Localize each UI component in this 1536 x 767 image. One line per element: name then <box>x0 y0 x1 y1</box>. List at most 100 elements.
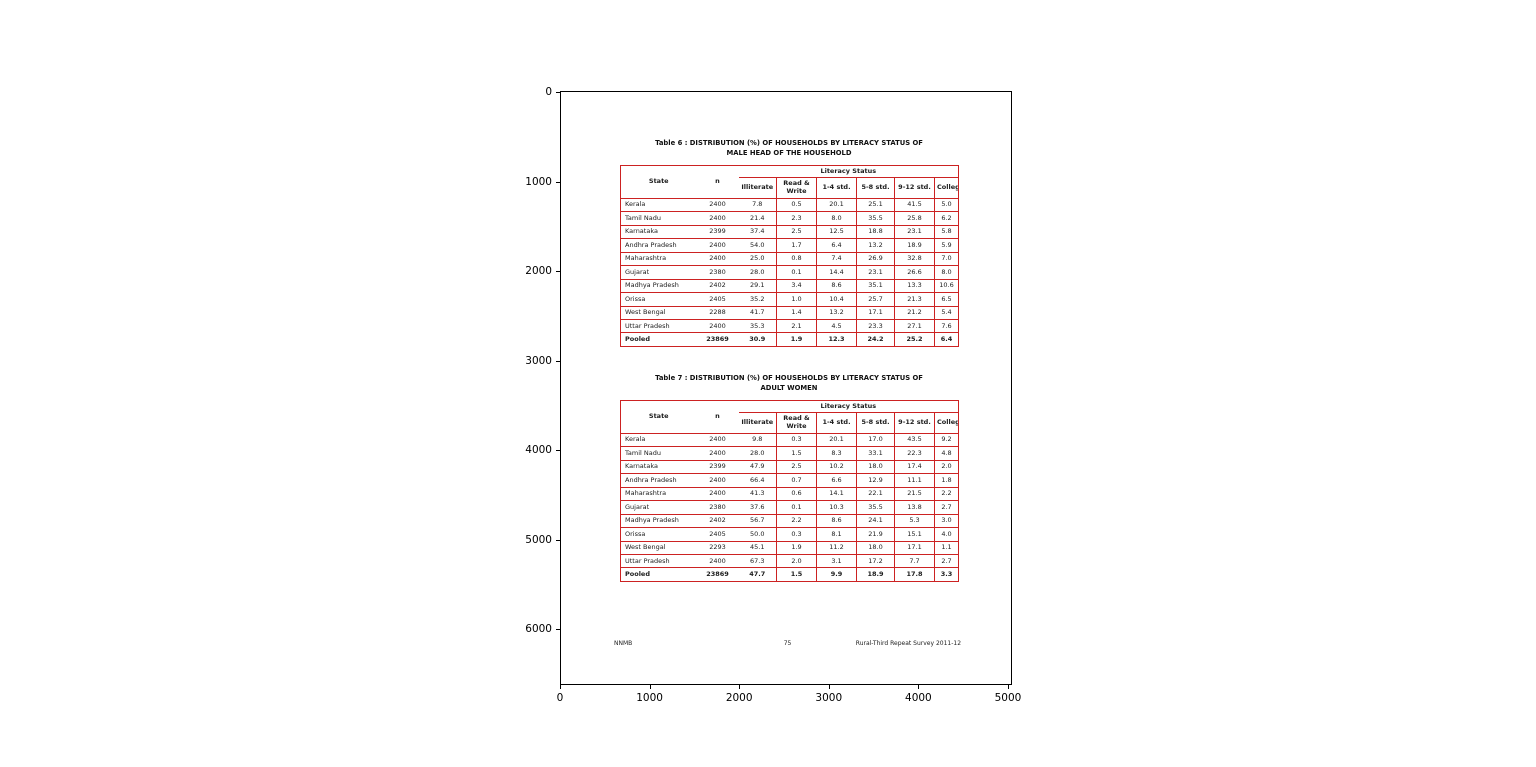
value-cell: 14.4 <box>816 265 857 280</box>
value-cell: 25.7 <box>856 292 895 307</box>
state-cell: Orissa <box>620 527 697 542</box>
state-cell: Gujarat <box>620 500 697 515</box>
n-cell: 2400 <box>696 553 739 568</box>
n-cell: 2402 <box>696 513 739 528</box>
value-cell: 47.9 <box>738 459 777 474</box>
value-cell: 18.8 <box>856 224 895 239</box>
value-cell: 6.4 <box>816 238 857 253</box>
n-cell: 2400 <box>696 318 739 333</box>
value-cell: 67.3 <box>738 553 777 568</box>
value-cell: 2.1 <box>776 318 817 333</box>
table-row: West Bengal 2293 45.1 1.9 11.2 18.0 17.1 1.1 <box>620 540 959 555</box>
group-header-literacy-status: Literacy Status <box>738 165 959 178</box>
state-cell: Andhra Pradesh <box>620 473 697 488</box>
table6-block: Table 6 : DISTRIBUTION (%) OF HOUSEHOLDS… <box>620 138 960 347</box>
value-cell: 9.9 <box>816 567 857 582</box>
n-cell: 2400 <box>696 251 739 266</box>
value-cell: 21.3 <box>894 292 935 307</box>
value-cell: 26.6 <box>894 265 935 280</box>
value-cell: 8.6 <box>816 513 857 528</box>
state-cell: Kerala <box>620 432 697 447</box>
value-cell: 18.9 <box>894 238 935 253</box>
value-cell: 26.9 <box>856 251 895 266</box>
col-header-1-4-std-: 1-4 std. <box>816 177 857 199</box>
state-cell: Karnataka <box>620 224 697 239</box>
x-tick-mark <box>739 685 741 689</box>
y-tick-mark <box>556 181 560 183</box>
y-tick-mark <box>556 92 560 93</box>
value-cell: 8.6 <box>816 278 857 293</box>
value-cell: 1.9 <box>776 332 817 347</box>
y-tick-label: 4000 <box>525 444 552 456</box>
value-cell: 3.0 <box>933 513 959 528</box>
value-cell: 28.0 <box>738 446 777 461</box>
value-cell: 1.9 <box>776 540 817 555</box>
value-cell: 5.0 <box>933 197 959 212</box>
n-cell: 2400 <box>696 432 739 447</box>
col-header-9-12-std-: 9-12 std. <box>894 412 935 434</box>
value-cell: 35.5 <box>856 211 895 226</box>
col-header-n: n <box>715 412 720 421</box>
value-cell: 17.0 <box>856 432 895 447</box>
value-cell: 13.3 <box>894 278 935 293</box>
footer-survey-label: Rural-Third Repeat Survey 2011-12 <box>855 640 962 647</box>
n-cell: 2380 <box>696 500 739 515</box>
table6-literacy-male-head: State n Literacy Status Illiterate Read & Wr… <box>620 165 960 347</box>
value-cell: 13.2 <box>856 238 895 253</box>
value-cell: 2.2 <box>933 486 959 501</box>
col-header-state: State <box>648 412 669 421</box>
table-row: Pooled 23869 47.7 1.5 9.9 18.9 17.8 3.3 <box>620 567 959 582</box>
col-header-n: n <box>715 177 720 186</box>
value-cell: 23.1 <box>894 224 935 239</box>
value-cell: 30.9 <box>738 332 777 347</box>
y-tick-mark <box>556 271 560 272</box>
table-row: Orissa 2405 35.2 1.0 10.4 25.7 21.3 6.5 <box>620 292 959 307</box>
value-cell: 5.8 <box>933 224 959 239</box>
x-tick-mark <box>560 685 561 689</box>
x-tick-label: 1000 <box>636 692 663 704</box>
value-cell: 1.0 <box>776 292 817 307</box>
table7-title-line2: ADULT WOMEN <box>760 384 818 393</box>
table7-title-line1: Table 7 : DISTRIBUTION (%) OF HOUSEHOLDS… <box>655 374 923 382</box>
value-cell: 35.3 <box>738 318 777 333</box>
value-cell: 23.1 <box>856 265 895 280</box>
value-cell: 7.4 <box>816 251 857 266</box>
value-cell: 7.7 <box>894 553 935 568</box>
state-cell: Tamil Nadu <box>620 211 697 226</box>
value-cell: 9.2 <box>933 432 959 447</box>
value-cell: 13.2 <box>816 305 857 320</box>
value-cell: 43.5 <box>894 432 935 447</box>
value-cell: 23.3 <box>856 318 895 333</box>
value-cell: 41.3 <box>738 486 777 501</box>
value-cell: 0.7 <box>776 473 817 488</box>
y-tick-mark <box>556 629 560 630</box>
value-cell: 3.4 <box>776 278 817 293</box>
value-cell: 6.6 <box>816 473 857 488</box>
table7-literacy-adult-women: State n Literacy Status Illiterate Read & Wr… <box>620 400 960 582</box>
value-cell: 14.1 <box>816 486 857 501</box>
value-cell: 6.4 <box>933 332 959 347</box>
value-cell: 29.1 <box>738 278 777 293</box>
value-cell: 24.2 <box>856 332 895 347</box>
document-page: Table 6 : DISTRIBUTION (%) OF HOUSEHOLDS… <box>561 92 1011 684</box>
value-cell: 7.8 <box>738 197 777 212</box>
value-cell: 21.9 <box>856 527 895 542</box>
value-cell: 35.5 <box>856 500 895 515</box>
value-cell: 2.0 <box>776 553 817 568</box>
value-cell: 10.6 <box>933 278 959 293</box>
n-cell: 2400 <box>696 238 739 253</box>
table-row: Uttar Pradesh 2400 35.3 2.1 4.5 23.3 27.1 7.6 <box>620 318 959 333</box>
value-cell: 21.4 <box>738 211 777 226</box>
value-cell: 0.5 <box>776 197 817 212</box>
value-cell: 21.2 <box>894 305 935 320</box>
value-cell: 17.1 <box>894 540 935 555</box>
value-cell: 12.5 <box>816 224 857 239</box>
y-tick-label: 6000 <box>525 623 552 635</box>
col-header-illiterate: Illiterate <box>741 418 774 427</box>
y-tick-label: 1000 <box>525 175 552 188</box>
value-cell: 8.1 <box>816 527 857 542</box>
value-cell: 2.5 <box>776 459 817 474</box>
value-cell: 6.5 <box>933 292 959 307</box>
value-cell: 0.8 <box>776 251 817 266</box>
state-cell: Gujarat <box>620 265 697 280</box>
